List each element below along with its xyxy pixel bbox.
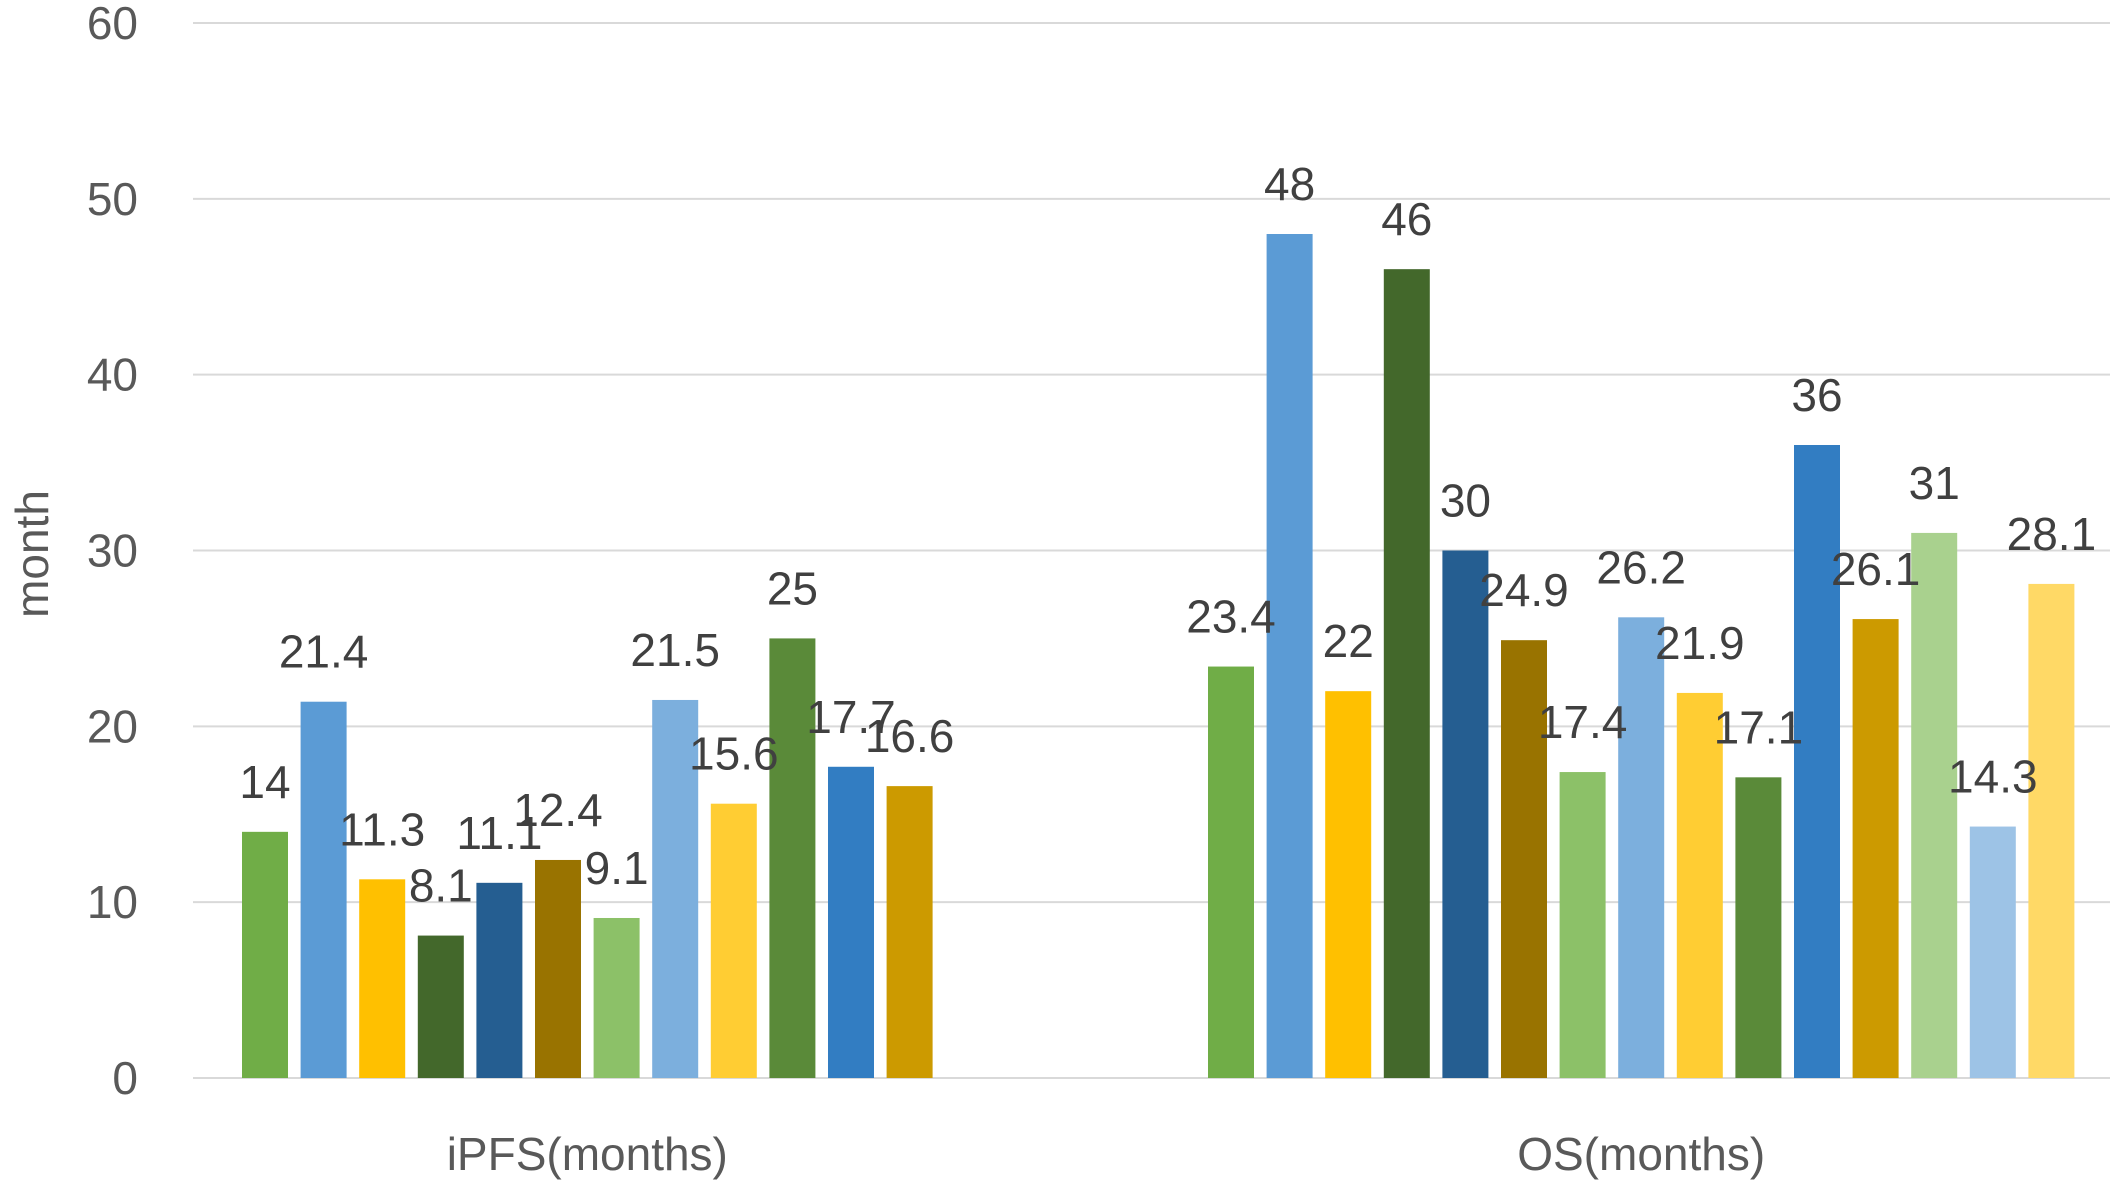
data-label: 22 — [1323, 615, 1374, 667]
bar — [242, 831, 288, 1078]
bar — [828, 766, 874, 1078]
bar — [710, 803, 757, 1078]
y-axis-title: month — [6, 490, 58, 618]
data-labels: 14 21.4 11.38.111.112.4 9.1 21.5 15.6 25 17.716… — [239, 158, 2096, 912]
data-label: 11.1 — [456, 807, 542, 859]
y-tick-label: 20 — [87, 700, 138, 752]
bar — [417, 935, 464, 1078]
x-axis-categories: iPFS(months) OS(months) — [447, 1128, 1765, 1180]
bars — [242, 234, 2075, 1079]
data-label: 26.2 — [1596, 541, 1686, 593]
data-label: 30 — [1440, 475, 1491, 527]
data-label: 9.1 — [585, 842, 649, 894]
x-category-label: OS(months) — [1517, 1128, 1765, 1180]
y-tick-label: 40 — [87, 349, 138, 401]
data-label: 31 — [1909, 457, 1960, 509]
bar — [1501, 640, 1547, 1078]
data-label: 17.7 — [806, 691, 896, 743]
data-label: 14.3 — [1948, 751, 2038, 803]
bar — [1266, 234, 1313, 1078]
data-label: 25 — [767, 562, 818, 614]
data-label: 28.1 — [2007, 508, 2097, 560]
bar — [1969, 826, 2016, 1078]
data-label: 16.6 — [865, 710, 955, 762]
y-tick-label: 30 — [87, 525, 138, 577]
data-label: 17.4 — [1538, 696, 1628, 748]
bar — [652, 699, 699, 1078]
data-label: 11.3 — [339, 803, 425, 855]
bar — [1208, 666, 1254, 1078]
bar — [1383, 269, 1430, 1079]
data-label: 24.9 — [1479, 564, 1569, 616]
data-label: 21.5 — [630, 624, 720, 676]
data-label: 8.1 — [409, 860, 473, 912]
bar — [1442, 550, 1489, 1078]
data-label: 48 — [1264, 158, 1315, 210]
bar — [1676, 692, 1723, 1078]
bar — [1852, 619, 1899, 1078]
bar — [1911, 532, 1958, 1078]
bar — [2028, 583, 2075, 1078]
data-label: 17.1 — [1714, 701, 1804, 753]
bar — [769, 638, 816, 1078]
data-label: 12.4 — [513, 784, 603, 836]
bar — [1618, 617, 1665, 1078]
data-label: 36 — [1791, 369, 1842, 421]
bar — [593, 917, 640, 1078]
bar — [359, 879, 406, 1078]
data-label: 21.9 — [1655, 617, 1745, 669]
data-label: 14 — [239, 756, 290, 808]
data-label: 21.4 — [279, 626, 369, 678]
data-label: 46 — [1381, 193, 1432, 245]
y-tick-label: 10 — [87, 876, 138, 928]
data-label: 23.4 — [1186, 591, 1276, 643]
y-tick-label: 60 — [87, 0, 138, 49]
bar — [535, 859, 581, 1078]
y-axis-ticks: 0 10 20 30 40 50 60 — [87, 0, 138, 1104]
bar — [1325, 691, 1372, 1078]
x-category-label: iPFS(months) — [447, 1128, 728, 1180]
bar — [1735, 777, 1782, 1078]
y-tick-label: 50 — [87, 173, 138, 225]
y-tick-label: 0 — [112, 1052, 138, 1104]
bar — [300, 701, 347, 1078]
bar — [1559, 772, 1606, 1078]
bar — [886, 786, 933, 1078]
data-label: 15.6 — [689, 728, 779, 780]
bar — [1794, 445, 1840, 1078]
bar — [476, 882, 523, 1078]
data-label: 26.1 — [1831, 543, 1921, 595]
